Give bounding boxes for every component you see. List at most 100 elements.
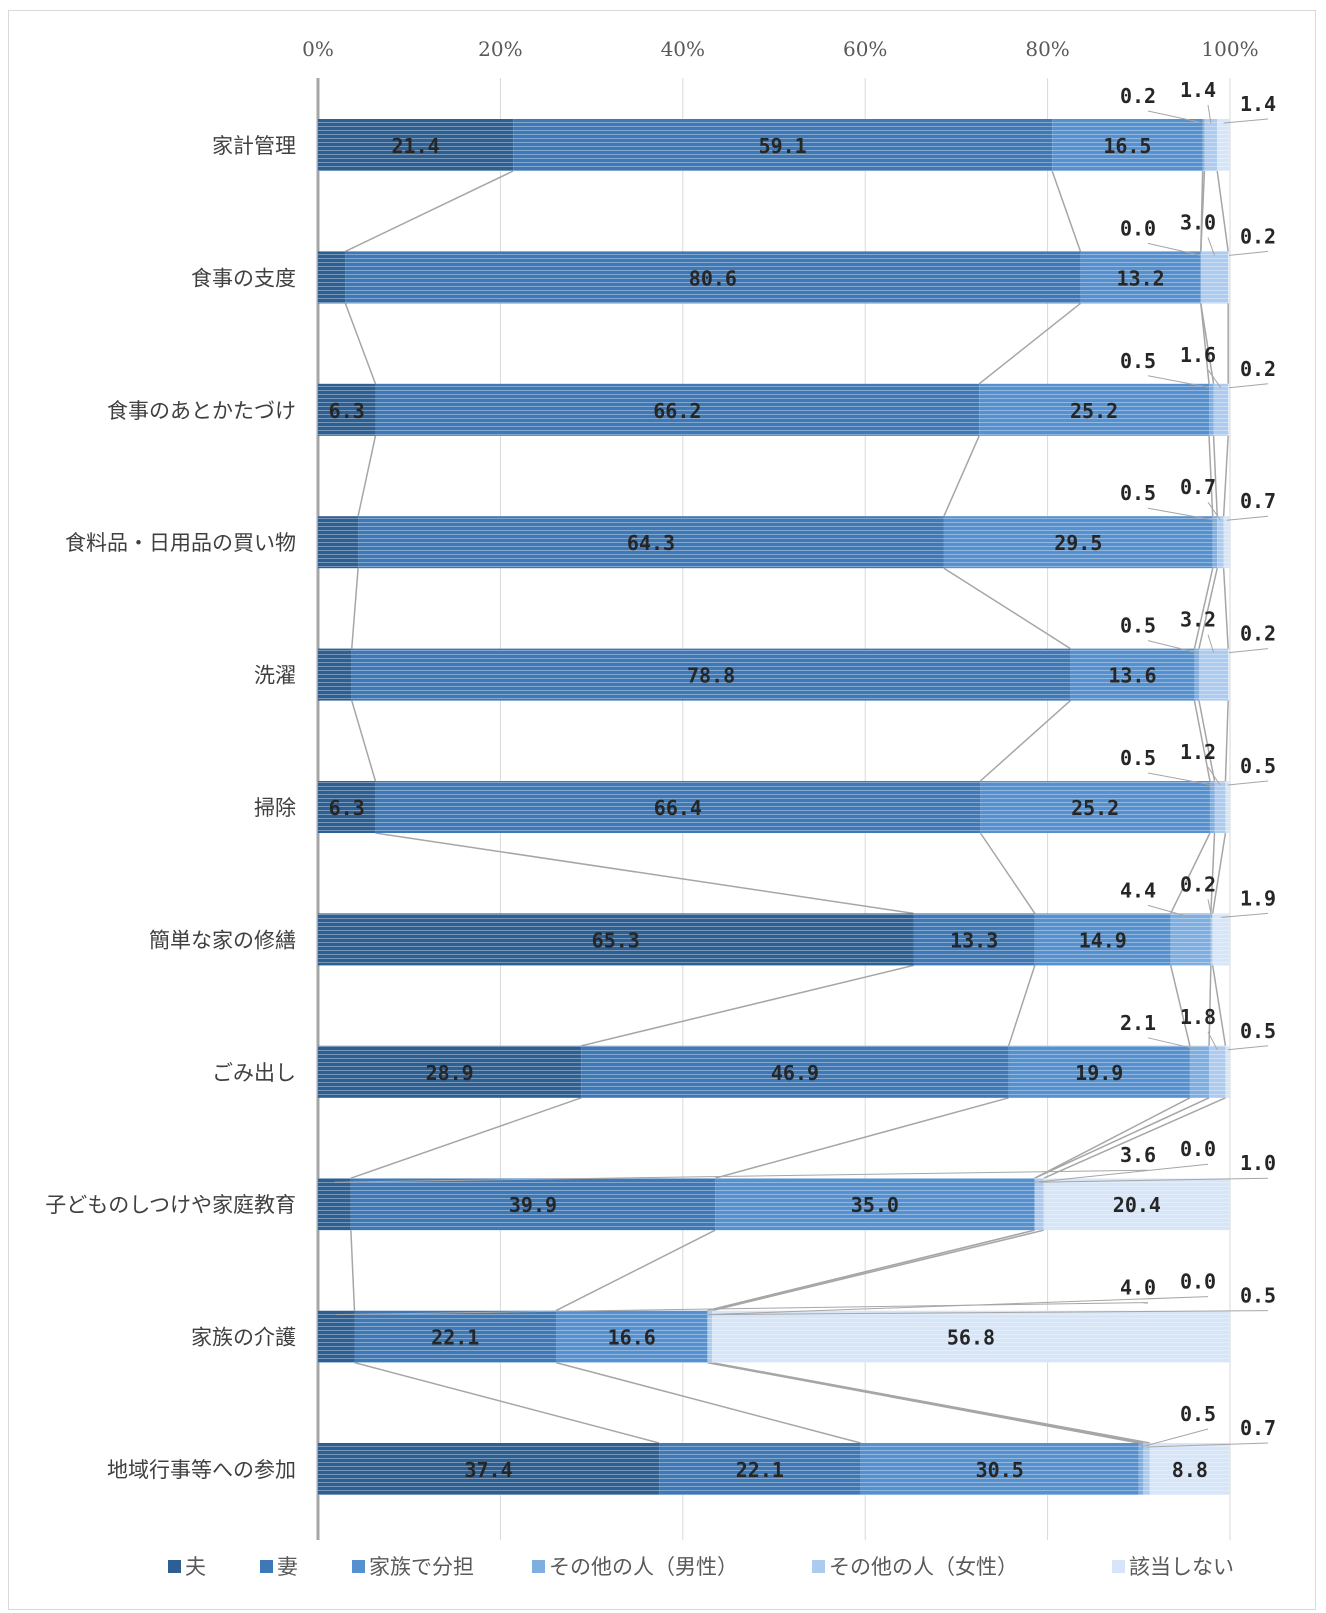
data-label-leader: [1229, 250, 1269, 256]
series-connector-line: [1222, 568, 1229, 649]
data-label: 16.6: [608, 1326, 656, 1350]
data-label: 6.3: [329, 399, 365, 423]
series-connector-line: [943, 567, 1071, 650]
series-connector-line: [707, 1229, 1035, 1312]
bar-segment: [1170, 913, 1211, 966]
data-label: 0.2: [1240, 224, 1276, 248]
data-label: 59.1: [759, 134, 807, 158]
series-connector-line: [1208, 965, 1212, 1046]
category-label: 掃除: [254, 796, 296, 820]
data-label: 0.2: [1240, 622, 1276, 646]
data-label: 3.0: [1180, 210, 1216, 234]
bar-segment: [318, 1443, 660, 1495]
series-connector-line: [711, 1229, 1044, 1312]
data-label-leader: [1207, 369, 1222, 389]
bar-segment: [318, 781, 376, 833]
data-label-leader: [334, 1169, 1149, 1183]
data-label: 0.0: [1180, 1137, 1216, 1161]
x-tick-label: 20%: [478, 37, 522, 61]
series-connector-line: [345, 170, 514, 253]
series-connector-line: [1208, 435, 1214, 517]
series-connector-line: [1043, 1097, 1226, 1179]
series-connector-line: [581, 964, 914, 1047]
data-label: 13.3: [950, 928, 998, 952]
series-connector-line: [1212, 435, 1218, 517]
data-label: 64.3: [627, 531, 675, 555]
data-label: 0.5: [1120, 746, 1156, 770]
bar-segment: [980, 781, 1210, 833]
series-connector-line: [555, 1361, 861, 1444]
bar-segment: [1204, 119, 1218, 171]
data-label: 13.6: [1108, 664, 1156, 688]
bar-segment: [1070, 648, 1195, 701]
data-label: 0.7: [1240, 1416, 1276, 1440]
series-connector-line: [351, 700, 377, 782]
data-label: 0.0: [1120, 216, 1156, 240]
bar-segment: [351, 648, 1071, 701]
bar-segment: [1034, 913, 1171, 966]
data-label: 0.2: [1120, 84, 1156, 108]
data-label: 1.9: [1240, 886, 1276, 910]
data-label: 22.1: [431, 1326, 479, 1350]
series-connector-line: [1193, 700, 1211, 782]
legend-label: その他の人（男性）: [549, 1555, 738, 1579]
data-label: 1.4: [1180, 78, 1216, 102]
data-label: 30.5: [976, 1458, 1024, 1482]
data-label: 3.2: [1180, 608, 1216, 632]
series-connector-line: [1193, 568, 1214, 649]
bar-segment: [1223, 516, 1230, 569]
data-label: 0.5: [1120, 614, 1156, 638]
bar-segment: [707, 1310, 712, 1363]
data-label: 0.5: [1240, 1284, 1276, 1308]
data-label: 0.5: [1120, 349, 1156, 373]
data-label: 65.3: [592, 928, 640, 952]
category-label: 食事の支度: [191, 266, 296, 290]
data-label: 25.2: [1071, 796, 1119, 820]
category-label: 簡単な家の修繕: [149, 928, 296, 952]
bar-segment: [1149, 1443, 1230, 1495]
series-connector-line: [1198, 700, 1216, 782]
bar-segment: [1043, 1178, 1230, 1231]
data-label: 4.4: [1120, 878, 1156, 902]
bar-segment: [943, 516, 1213, 569]
bar-segment: [1052, 119, 1203, 171]
bar-segment: [350, 1178, 716, 1231]
data-label: 0.5: [1240, 754, 1276, 778]
legend-swatch: [1112, 1560, 1125, 1573]
data-label: 0.5: [1180, 1402, 1216, 1426]
data-label-leader: [1147, 772, 1213, 786]
legend-swatch: [352, 1560, 365, 1573]
data-label: 78.8: [687, 664, 735, 688]
data-label: 19.9: [1075, 1061, 1123, 1085]
series-connector-line: [979, 700, 1071, 782]
data-label: 29.5: [1054, 531, 1102, 555]
series-connector-line: [350, 1230, 356, 1311]
data-label-leader: [1229, 648, 1269, 654]
series-connector-line: [1210, 832, 1216, 914]
data-label: 1.6: [1180, 343, 1216, 367]
series-connector-line: [1007, 965, 1036, 1047]
data-label: 56.8: [947, 1326, 995, 1350]
bar-segment: [318, 1178, 351, 1231]
data-label: 6.3: [329, 796, 365, 820]
x-tick-label: 80%: [1025, 37, 1069, 61]
data-label-leader: [1147, 904, 1191, 918]
series-connector-line: [714, 1097, 1009, 1179]
bar-segment: [358, 516, 944, 569]
data-label: 0.5: [1240, 1019, 1276, 1043]
data-label-leader: [1207, 766, 1221, 786]
category-label: 家計管理: [212, 134, 296, 158]
bar-segment: [1228, 648, 1230, 701]
bar-segment: [1008, 1045, 1190, 1098]
category-label: 食事のあとかたづけ: [107, 399, 296, 423]
category-label: 子どものしつけや家庭教育: [45, 1193, 296, 1217]
data-label: 22.1: [736, 1458, 784, 1482]
bar-segment: [556, 1310, 708, 1363]
data-label-leader: [1147, 110, 1204, 124]
data-label-leader: [1147, 507, 1216, 521]
bar-segment: [1210, 913, 1213, 966]
bar-segment: [1143, 1443, 1150, 1495]
data-label: 4.0: [1120, 1276, 1156, 1300]
data-label-leader: [1207, 237, 1215, 256]
